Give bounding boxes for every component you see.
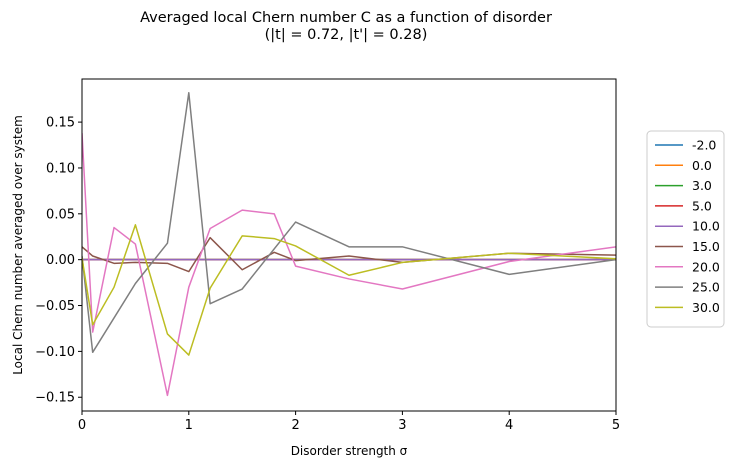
legend-label: 0.0 — [692, 158, 712, 173]
chart-title: Averaged local Chern number C as a funct… — [140, 10, 552, 26]
legend: -2.0 0.0 3.0 5.0 10.0 15.0 20.0 25.0 30.0 — [646, 130, 725, 328]
plot-frame — [81, 78, 617, 412]
y-tick-label: 0.15 — [46, 116, 75, 131]
y-axis-label: Local Chern number averaged over system — [11, 115, 25, 375]
x-tick-label: 1 — [185, 418, 193, 433]
y-tick-label: −0.15 — [35, 391, 75, 406]
y-tick-label: −0.05 — [35, 299, 75, 314]
chart-title-group: Averaged local Chern number C as a funct… — [140, 10, 552, 43]
x-axis-ticks: 0 1 2 3 4 5 — [78, 411, 620, 433]
x-tick-label: 0 — [78, 418, 86, 433]
series-line-15.0 — [82, 236, 616, 273]
legend-label: 3.0 — [692, 178, 712, 193]
y-tick-label: −0.10 — [35, 345, 75, 360]
series-layer — [82, 92, 616, 397]
series-line-25.0 — [82, 92, 616, 354]
legend-label: 5.0 — [692, 198, 712, 213]
legend-label: 20.0 — [692, 259, 720, 274]
y-tick-label: 0.05 — [46, 207, 75, 222]
legend-label: 15.0 — [692, 239, 720, 254]
x-tick-label: 2 — [291, 418, 299, 433]
legend-label: 30.0 — [692, 300, 720, 315]
legend-label: 10.0 — [692, 219, 720, 234]
y-tick-label: 0.10 — [46, 161, 75, 176]
x-tick-label: 3 — [398, 418, 406, 433]
x-axis-label: Disorder strength σ — [291, 444, 408, 458]
x-tick-label: 5 — [612, 418, 620, 433]
chart-subtitle: (|t| = 0.72, |t'| = 0.28) — [265, 27, 428, 43]
y-axis-ticks: −0.15 −0.10 −0.05 0.00 0.05 0.10 0.15 — [35, 116, 82, 406]
legend-label: -2.0 — [692, 138, 716, 153]
plot-area: 0 1 2 3 4 5 −0.15 −0.10 −0.05 0.00 0.05 0.10 0.15 — [35, 78, 620, 433]
series-line-30.0 — [82, 224, 616, 356]
series-line-20.0 — [82, 133, 616, 397]
legend-label: 25.0 — [692, 280, 720, 295]
x-tick-label: 4 — [505, 418, 513, 433]
y-tick-label: 0.00 — [46, 253, 75, 268]
legend-frame — [646, 130, 725, 328]
